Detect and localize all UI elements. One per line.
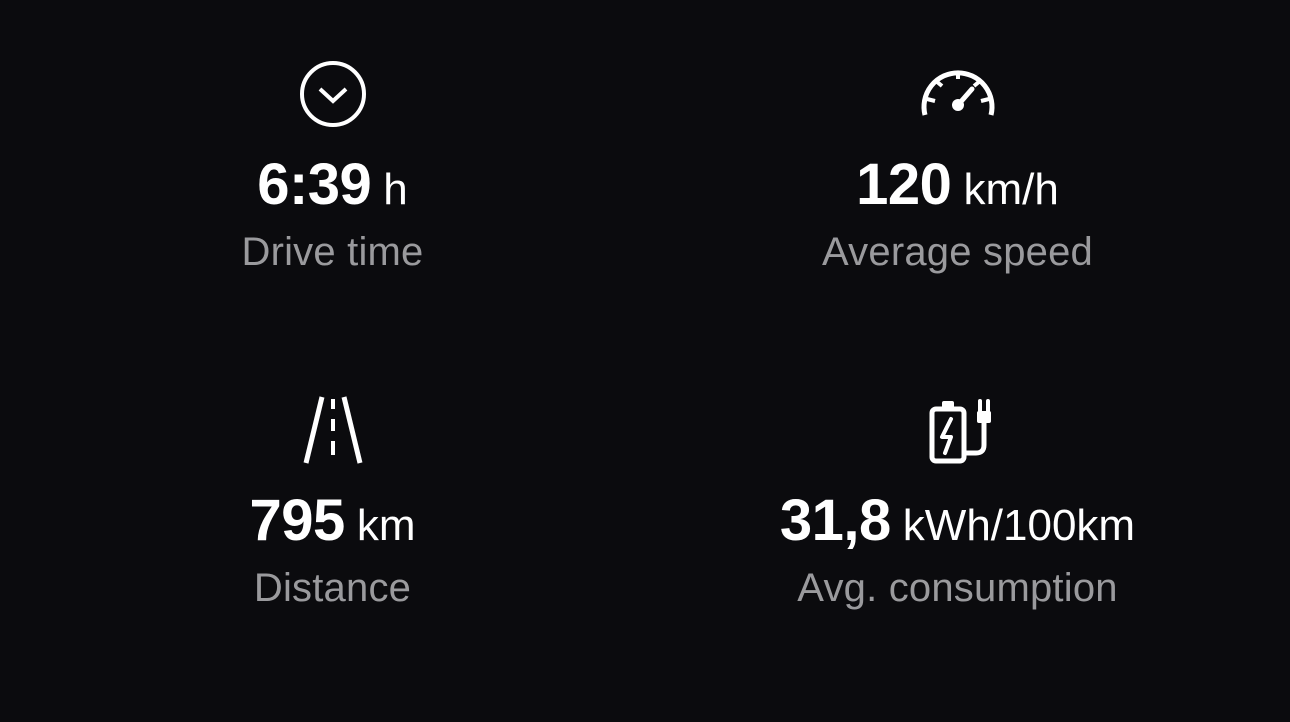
- average-speed-number: 120: [856, 156, 951, 214]
- drive-time-value: 6:39 h: [257, 156, 408, 214]
- distance-value: 795 km: [250, 492, 416, 550]
- charging-icon: [918, 386, 998, 474]
- trip-stats-grid: 6:39 h Drive time 120 km/h Average: [0, 0, 1290, 722]
- drive-time-tile: 6:39 h Drive time: [40, 50, 625, 366]
- speedometer-icon: [915, 50, 1001, 138]
- distance-unit: km: [357, 504, 416, 548]
- road-icon: [294, 386, 372, 474]
- average-speed-unit: km/h: [963, 168, 1058, 212]
- distance-label: Distance: [254, 566, 411, 611]
- average-speed-value: 120 km/h: [856, 156, 1059, 214]
- distance-number: 795: [250, 492, 345, 550]
- distance-tile: 795 km Distance: [40, 386, 625, 702]
- clock-icon: [298, 50, 368, 138]
- avg-consumption-label: Avg. consumption: [797, 566, 1117, 611]
- drive-time-label: Drive time: [241, 230, 423, 275]
- drive-time-unit: h: [383, 168, 407, 212]
- avg-consumption-number: 31,8: [780, 492, 891, 550]
- avg-consumption-tile: 31,8 kWh/100km Avg. consumption: [665, 386, 1250, 702]
- avg-consumption-value: 31,8 kWh/100km: [780, 492, 1135, 550]
- average-speed-tile: 120 km/h Average speed: [665, 50, 1250, 366]
- drive-time-number: 6:39: [257, 156, 371, 214]
- average-speed-label: Average speed: [822, 230, 1093, 275]
- avg-consumption-unit: kWh/100km: [903, 504, 1135, 548]
